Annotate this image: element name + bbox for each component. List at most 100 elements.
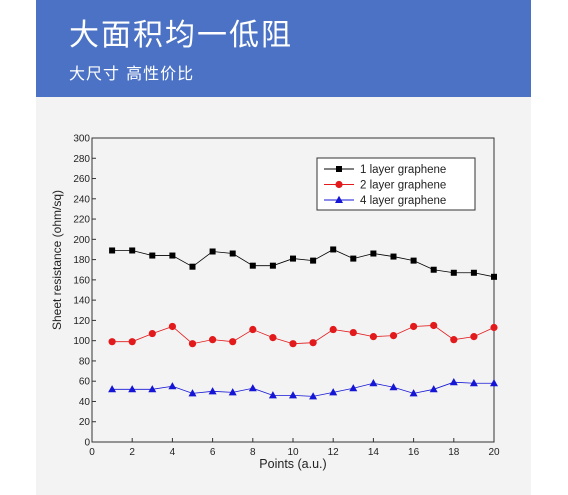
data-point	[149, 252, 156, 259]
x-tick-label: 0	[89, 447, 95, 458]
series-line	[112, 249, 495, 278]
banner-subtitle: 大尺寸 高性价比	[69, 64, 195, 83]
data-point	[290, 255, 296, 262]
data-point	[249, 325, 257, 334]
data-point	[330, 246, 337, 253]
y-tick-label: 220	[73, 215, 90, 226]
y-tick-label: 40	[79, 397, 91, 408]
y-axis-label: Sheet resistance (ohm/sq)	[50, 190, 64, 330]
data-point	[268, 391, 277, 399]
data-point	[209, 336, 217, 344]
x-tick-label: 14	[368, 447, 380, 458]
data-point	[309, 339, 317, 347]
data-point	[208, 387, 217, 395]
x-tick-label: 18	[448, 447, 460, 458]
data-point	[309, 392, 318, 400]
data-point	[168, 382, 177, 390]
y-tick-label: 260	[73, 174, 90, 185]
data-point	[108, 338, 116, 346]
data-point	[369, 379, 378, 387]
series-3-layer	[108, 378, 498, 400]
data-point	[289, 391, 297, 399]
legend-marker	[335, 195, 343, 203]
y-tick-label: 200	[73, 235, 90, 246]
data-point	[209, 248, 216, 255]
data-point	[390, 253, 397, 260]
x-axis-label: Points (a.u.)	[259, 457, 326, 471]
y-tick-label: 160	[73, 275, 90, 286]
data-point	[148, 385, 157, 393]
y-tick-label: 140	[73, 296, 90, 307]
x-axis: 0 2 4 6 8 10 12 14 16 18 20	[89, 438, 500, 458]
data-point	[189, 263, 196, 270]
y-tick-label: 100	[73, 336, 90, 347]
banner-title: 大面积均一低阻	[69, 18, 293, 53]
legend: 1 layer graphene 2 layer graphene 4 layer …	[316, 157, 476, 211]
data-point	[269, 262, 276, 269]
y-tick-label: 280	[73, 154, 90, 165]
data-point	[490, 323, 498, 332]
x-tick-label: 4	[170, 447, 176, 458]
data-point	[369, 333, 377, 341]
legend-label: 1 layer graphene	[360, 164, 446, 176]
y-tick-label: 240	[73, 194, 90, 205]
content-panel: 大面积均一低阻 大尺寸 高性价比 0 20 40 60 80 100 120 140 160 18…	[36, 0, 531, 495]
data-point	[491, 273, 497, 280]
y-axis: 0 20 40 60 80 100 120 140 160 180 200 220 240 260 280 3…	[73, 134, 96, 449]
data-point	[349, 328, 357, 337]
data-point	[430, 321, 438, 330]
x-tick-label: 10	[287, 447, 299, 458]
data-point	[389, 332, 398, 340]
y-tick-label: 0	[84, 438, 90, 449]
y-tick-label: 60	[79, 377, 91, 388]
x-tick-label: 6	[210, 447, 216, 458]
data-point	[410, 257, 417, 264]
series-line	[112, 381, 494, 397]
data-point	[450, 269, 457, 276]
data-point	[449, 378, 458, 386]
data-point	[329, 388, 338, 396]
legend-marker	[336, 166, 342, 172]
x-tick-label: 16	[408, 447, 420, 458]
series-1-layer	[109, 246, 497, 280]
data-point	[188, 389, 197, 397]
data-point	[289, 340, 297, 348]
x-tick-label: 2	[129, 447, 135, 458]
data-point	[310, 257, 317, 264]
y-tick-label: 120	[73, 316, 90, 327]
series-2-layer	[108, 321, 498, 348]
x-tick-label: 20	[488, 447, 500, 458]
series-layer	[108, 246, 498, 400]
data-point	[469, 379, 478, 387]
data-point	[389, 383, 398, 391]
data-point	[109, 247, 116, 254]
legend-marker	[335, 180, 343, 189]
data-point	[269, 334, 277, 342]
data-point	[490, 379, 498, 387]
data-point	[228, 388, 237, 396]
data-point	[430, 266, 437, 273]
data-point	[128, 338, 136, 346]
data-point	[169, 252, 176, 259]
legend-label: 2 layer graphene	[360, 180, 446, 192]
legend-label: 4 layer graphene	[360, 195, 446, 207]
data-point	[168, 322, 176, 331]
data-point	[249, 262, 256, 269]
data-point	[450, 336, 458, 344]
y-tick-label: 20	[79, 417, 91, 428]
x-tick-label: 8	[250, 447, 256, 458]
data-point	[188, 340, 197, 348]
data-point	[349, 384, 358, 392]
y-tick-label: 180	[73, 255, 90, 266]
data-point	[229, 250, 236, 257]
data-point	[409, 389, 418, 397]
data-point	[128, 385, 137, 393]
y-tick-label: 80	[79, 356, 91, 367]
sheet-resistance-chart: 0204060801001201401601802002202402602803…	[50, 134, 500, 472]
data-point	[350, 255, 357, 262]
data-point	[410, 322, 418, 331]
data-point	[229, 338, 237, 346]
x-tick-label: 12	[328, 447, 340, 458]
data-point	[470, 269, 477, 276]
header-banner: 大面积均一低阻 大尺寸 高性价比	[36, 0, 531, 97]
